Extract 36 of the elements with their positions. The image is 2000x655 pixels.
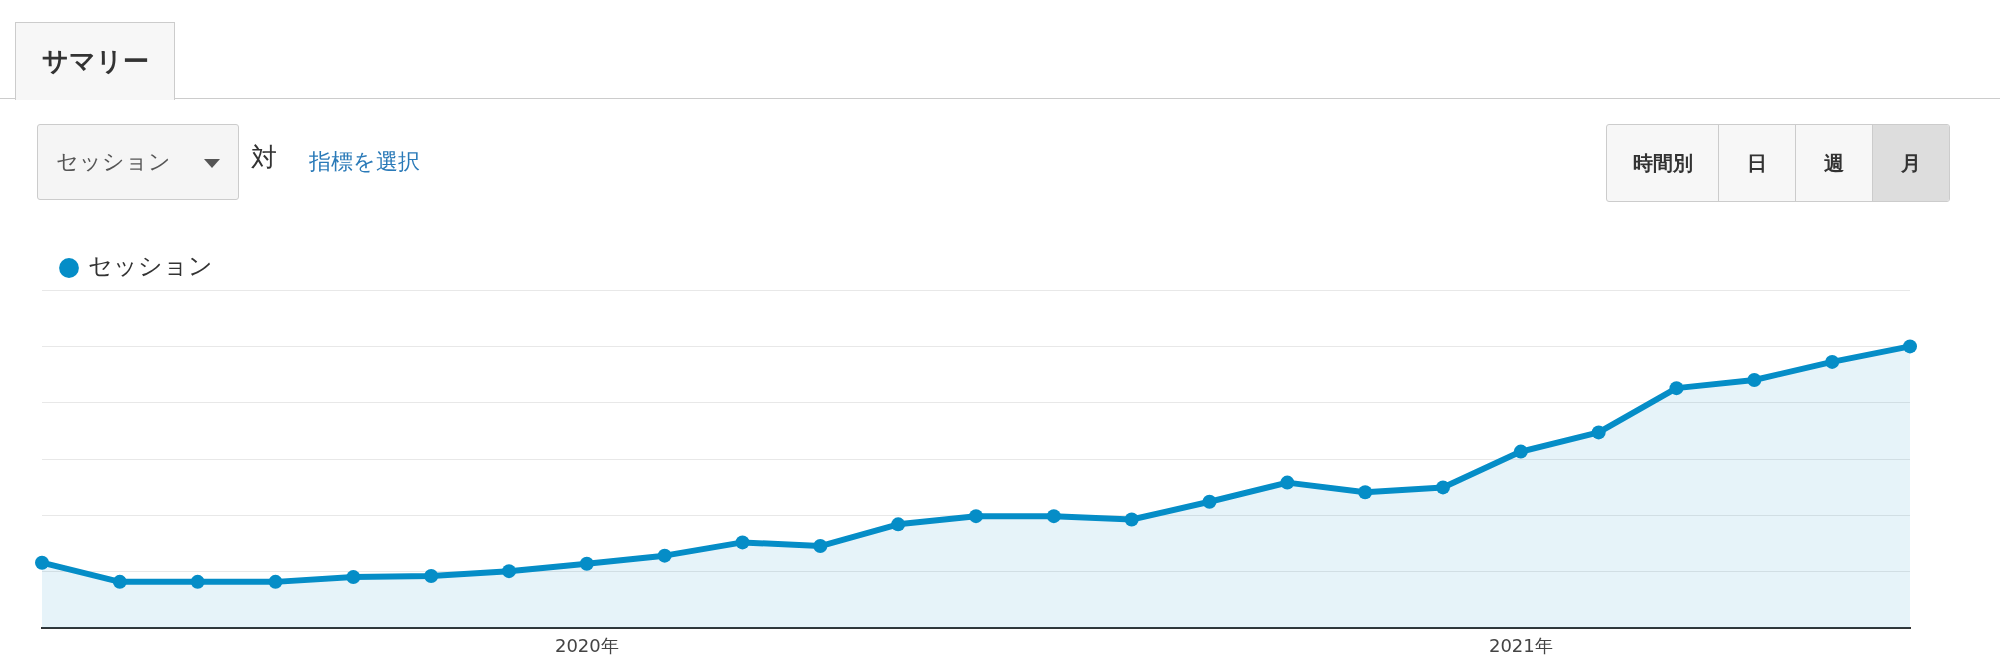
text: 月 xyxy=(1873,125,1949,201)
point xyxy=(190,574,205,589)
x-tick-label: 2021年 xyxy=(1488,634,1553,655)
point xyxy=(35,555,49,570)
point xyxy=(735,535,750,550)
text: 対 xyxy=(251,141,277,174)
point xyxy=(1358,485,1373,500)
text: 週 xyxy=(1796,125,1873,201)
point xyxy=(1124,512,1139,527)
legend-label: セッション xyxy=(88,252,213,281)
point xyxy=(268,574,283,589)
point xyxy=(502,564,516,579)
point xyxy=(1513,444,1528,459)
text: セッション xyxy=(37,124,239,200)
point xyxy=(1436,480,1450,495)
x-tick-label: 2020年 xyxy=(554,634,619,655)
point xyxy=(969,509,983,524)
point xyxy=(1669,381,1684,396)
text: 指標を選択 xyxy=(309,148,420,176)
point xyxy=(1280,475,1295,490)
text: サマリー xyxy=(15,22,175,100)
point xyxy=(1903,339,1917,354)
point xyxy=(346,570,361,585)
point xyxy=(424,568,439,583)
point xyxy=(891,517,906,532)
text: 時間別 xyxy=(1607,125,1719,201)
point xyxy=(657,548,672,563)
text: 日 xyxy=(1719,125,1796,201)
point xyxy=(579,556,594,571)
point xyxy=(1747,372,1762,387)
point xyxy=(813,539,828,554)
point xyxy=(1825,354,1840,369)
point xyxy=(1591,425,1606,440)
point xyxy=(112,574,127,589)
point xyxy=(1202,494,1217,509)
point xyxy=(1046,509,1061,524)
